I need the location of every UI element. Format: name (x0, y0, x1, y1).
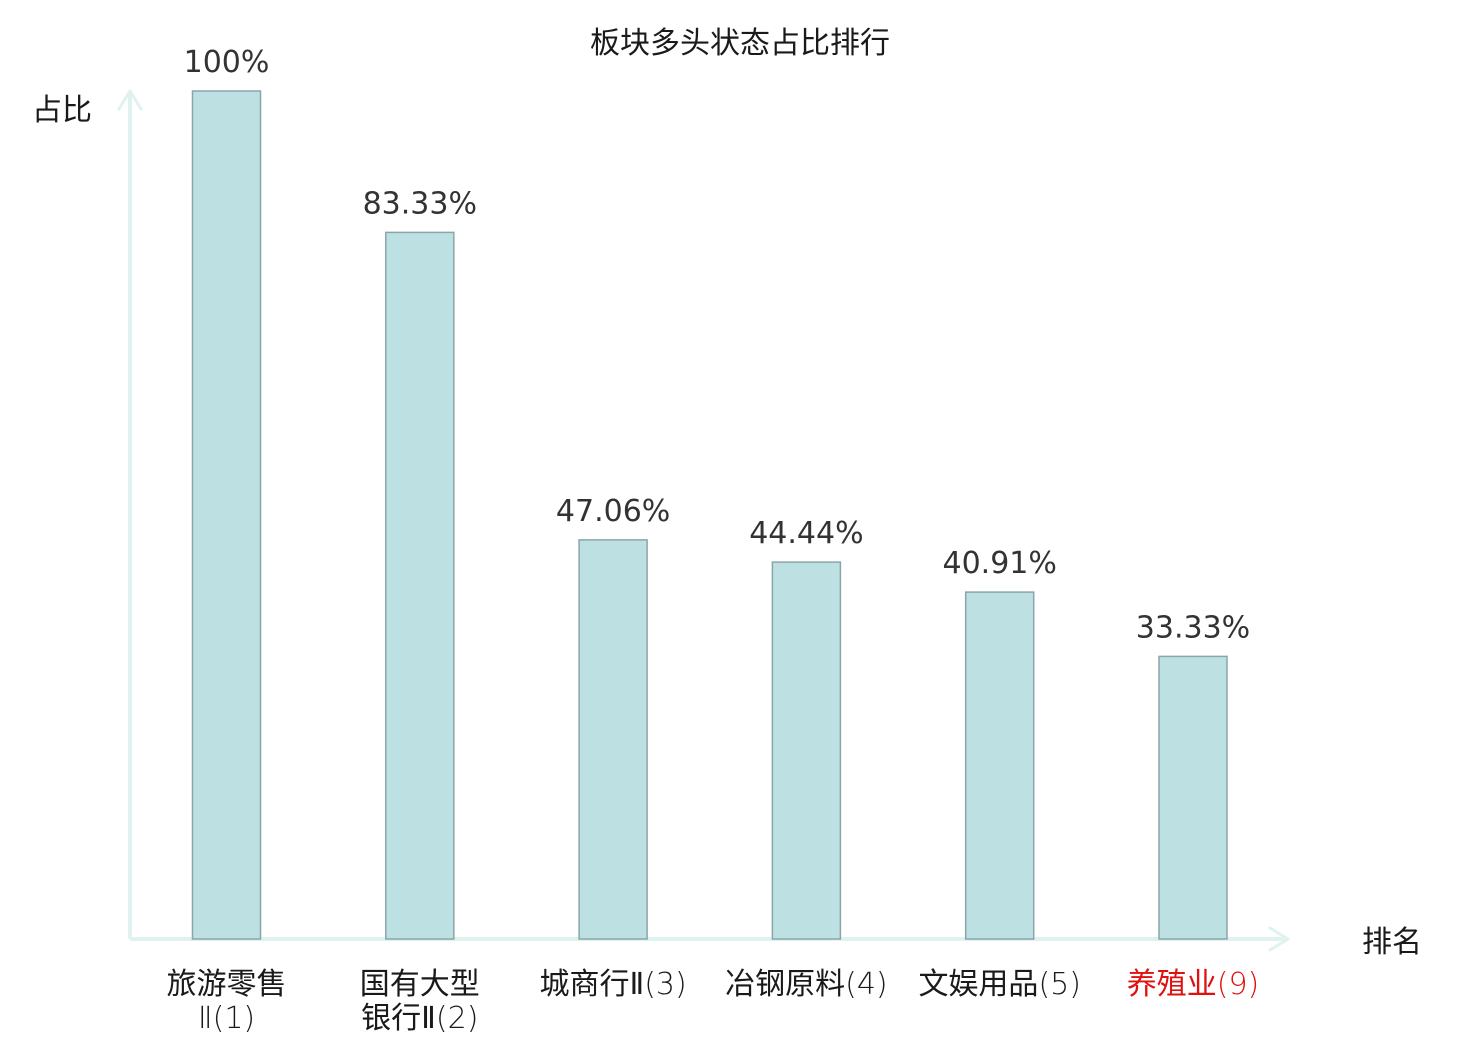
value-label: 33.33% (1136, 610, 1250, 645)
category-rank: (2) (436, 1001, 479, 1036)
category-name-line: 银行Ⅱ (361, 1001, 436, 1036)
category-label: 城商行Ⅱ(3) (539, 967, 686, 1002)
bar (578, 539, 648, 940)
value-label: 100% (184, 45, 270, 80)
bar (771, 561, 842, 940)
bar (1158, 655, 1228, 940)
category-name-line: 冶钢原料 (725, 967, 845, 1002)
category-rank: (9) (1217, 967, 1260, 1002)
category-name-line: 国有大型 (360, 967, 480, 1002)
category-rank: (3) (644, 967, 687, 1002)
x-axis-label: 排名 (1362, 925, 1422, 960)
category-rank: (5) (1038, 967, 1081, 1002)
value-label: 47.06% (556, 494, 670, 529)
y-axis-arrow-icon (117, 89, 143, 111)
bar (385, 231, 455, 940)
value-labels-group: 100% 83.33% 47.06% 44.44% 40.91% 33.33% (184, 45, 1251, 645)
value-label: 44.44% (749, 516, 863, 551)
y-axis-label: 占比 (32, 93, 92, 128)
bar (191, 90, 262, 940)
category-name-line: 养殖业 (1127, 967, 1217, 1002)
x-axis-arrow-icon (1268, 926, 1290, 952)
bars-group (191, 90, 1228, 940)
chart-title: 板块多头状态占比排行 (590, 26, 890, 61)
category-rank: Ⅱ(1) (198, 1001, 255, 1036)
category-label: 旅游零售 Ⅱ(1) (167, 967, 287, 1036)
value-label: 83.33% (363, 186, 477, 221)
value-label: 40.91% (943, 546, 1057, 581)
category-labels-group: 旅游零售 Ⅱ(1) 国有大型银行Ⅱ(2) 城商行Ⅱ(3) 冶钢原料(4) 文娱用品(5) 养… (167, 967, 1260, 1036)
category-name-line: 文娱用品 (918, 967, 1038, 1002)
axes (117, 89, 1290, 952)
category-label: 养殖业(9) (1127, 967, 1260, 1002)
category-name-line: 城商行Ⅱ (539, 967, 644, 1002)
category-label: 冶钢原料(4) (725, 967, 888, 1002)
category-label: 文娱用品(5) (918, 967, 1080, 1002)
category-label: 国有大型银行Ⅱ(2) (360, 967, 480, 1036)
bar (964, 591, 1035, 940)
category-name-line: 旅游零售 (167, 967, 287, 1002)
category-rank: (4) (845, 967, 888, 1002)
